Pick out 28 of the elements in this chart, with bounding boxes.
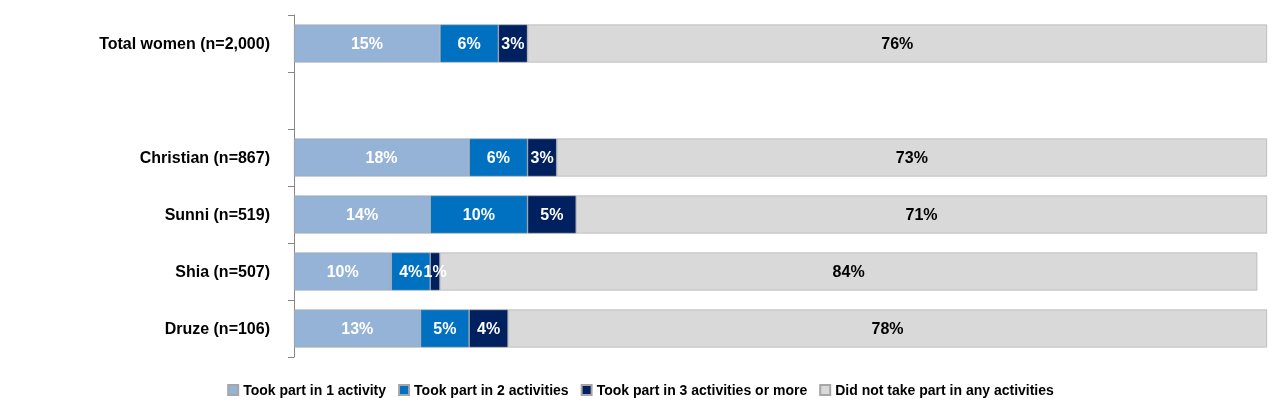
data-label: 3% bbox=[530, 149, 554, 166]
y-tick-label: Total women (n=2,000) bbox=[99, 35, 270, 52]
legend-label: Took part in 3 activities or more bbox=[596, 382, 808, 398]
data-label: 4% bbox=[399, 263, 423, 280]
data-label: 18% bbox=[365, 149, 398, 166]
data-label: 73% bbox=[895, 149, 928, 166]
data-label: 84% bbox=[832, 263, 865, 280]
legend-label: Did not take part in any activities bbox=[835, 382, 1055, 398]
y-tick-label: Shia (n=507) bbox=[175, 263, 270, 280]
y-tick-label: Christian (n=867) bbox=[139, 149, 270, 166]
data-label: 78% bbox=[871, 320, 904, 337]
data-label: 6% bbox=[457, 35, 481, 52]
legend-label: Took part in 1 activity bbox=[243, 382, 387, 398]
data-label: 5% bbox=[540, 206, 564, 223]
y-tick-label: Druze (n=106) bbox=[164, 320, 270, 337]
data-label: 4% bbox=[477, 320, 501, 337]
data-label: 13% bbox=[341, 320, 374, 337]
data-label: 6% bbox=[486, 149, 510, 166]
data-label: 5% bbox=[433, 320, 457, 337]
y-tick-label: Sunni (n=519) bbox=[164, 206, 270, 223]
data-label: 71% bbox=[905, 206, 938, 223]
data-label: 15% bbox=[350, 35, 383, 52]
data-label: 10% bbox=[326, 263, 359, 280]
data-label: 14% bbox=[346, 206, 379, 223]
data-label: 76% bbox=[881, 35, 914, 52]
legend-label: Took part in 2 activities bbox=[414, 382, 569, 398]
data-label: 10% bbox=[462, 206, 495, 223]
data-label: 3% bbox=[501, 35, 525, 52]
